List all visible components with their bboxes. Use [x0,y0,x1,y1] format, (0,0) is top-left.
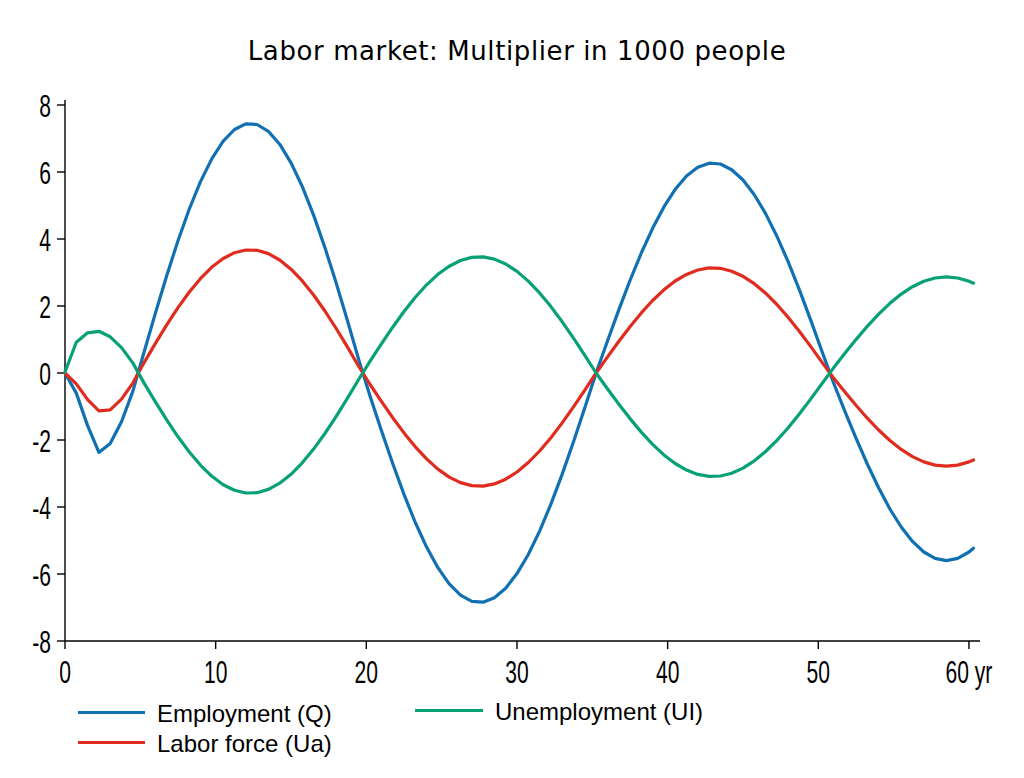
x-tick-label: 60 yr [946,655,993,690]
x-tick-label: 0 [59,655,71,690]
axes: 0102030405060 yr86420-2-4-6-8 [32,88,992,690]
y-tick-label: -8 [32,624,51,659]
legend-swatch-labor-force [78,741,145,744]
x-tick-label: 10 [204,655,227,690]
x-tick-label: 40 [656,655,679,690]
labor-market-chart: Labor market: Multiplier in 1000 people … [0,0,1024,778]
labor-market-figure: Labor market: Multiplier in 1000 people … [0,0,1024,778]
legend-label-unemployment: Unemployment (UI) [495,700,703,724]
series-lines [65,124,974,602]
legend-swatch-unemployment [415,709,483,712]
y-tick-label: 4 [39,222,51,257]
x-tick-label: 30 [505,655,528,690]
y-tick-label: 6 [39,155,51,190]
y-tick-label: 2 [39,289,51,324]
y-tick-label: 8 [39,88,51,123]
x-tick-label: 20 [355,655,378,690]
chart-title: Labor market: Multiplier in 1000 people [248,36,786,66]
x-tick-label: 50 [807,655,830,690]
legend-label-employment: Employment (Q) [157,702,332,726]
legend-label-labor-force: Labor force (Ua) [157,732,332,756]
legend-swatch-employment [78,711,145,714]
series-line-2 [65,257,974,493]
series-line-1 [65,250,974,486]
y-tick-label: -6 [32,557,51,592]
y-tick-label: -2 [32,423,51,458]
y-tick-label: -4 [32,490,51,525]
y-tick-label: 0 [39,356,51,391]
